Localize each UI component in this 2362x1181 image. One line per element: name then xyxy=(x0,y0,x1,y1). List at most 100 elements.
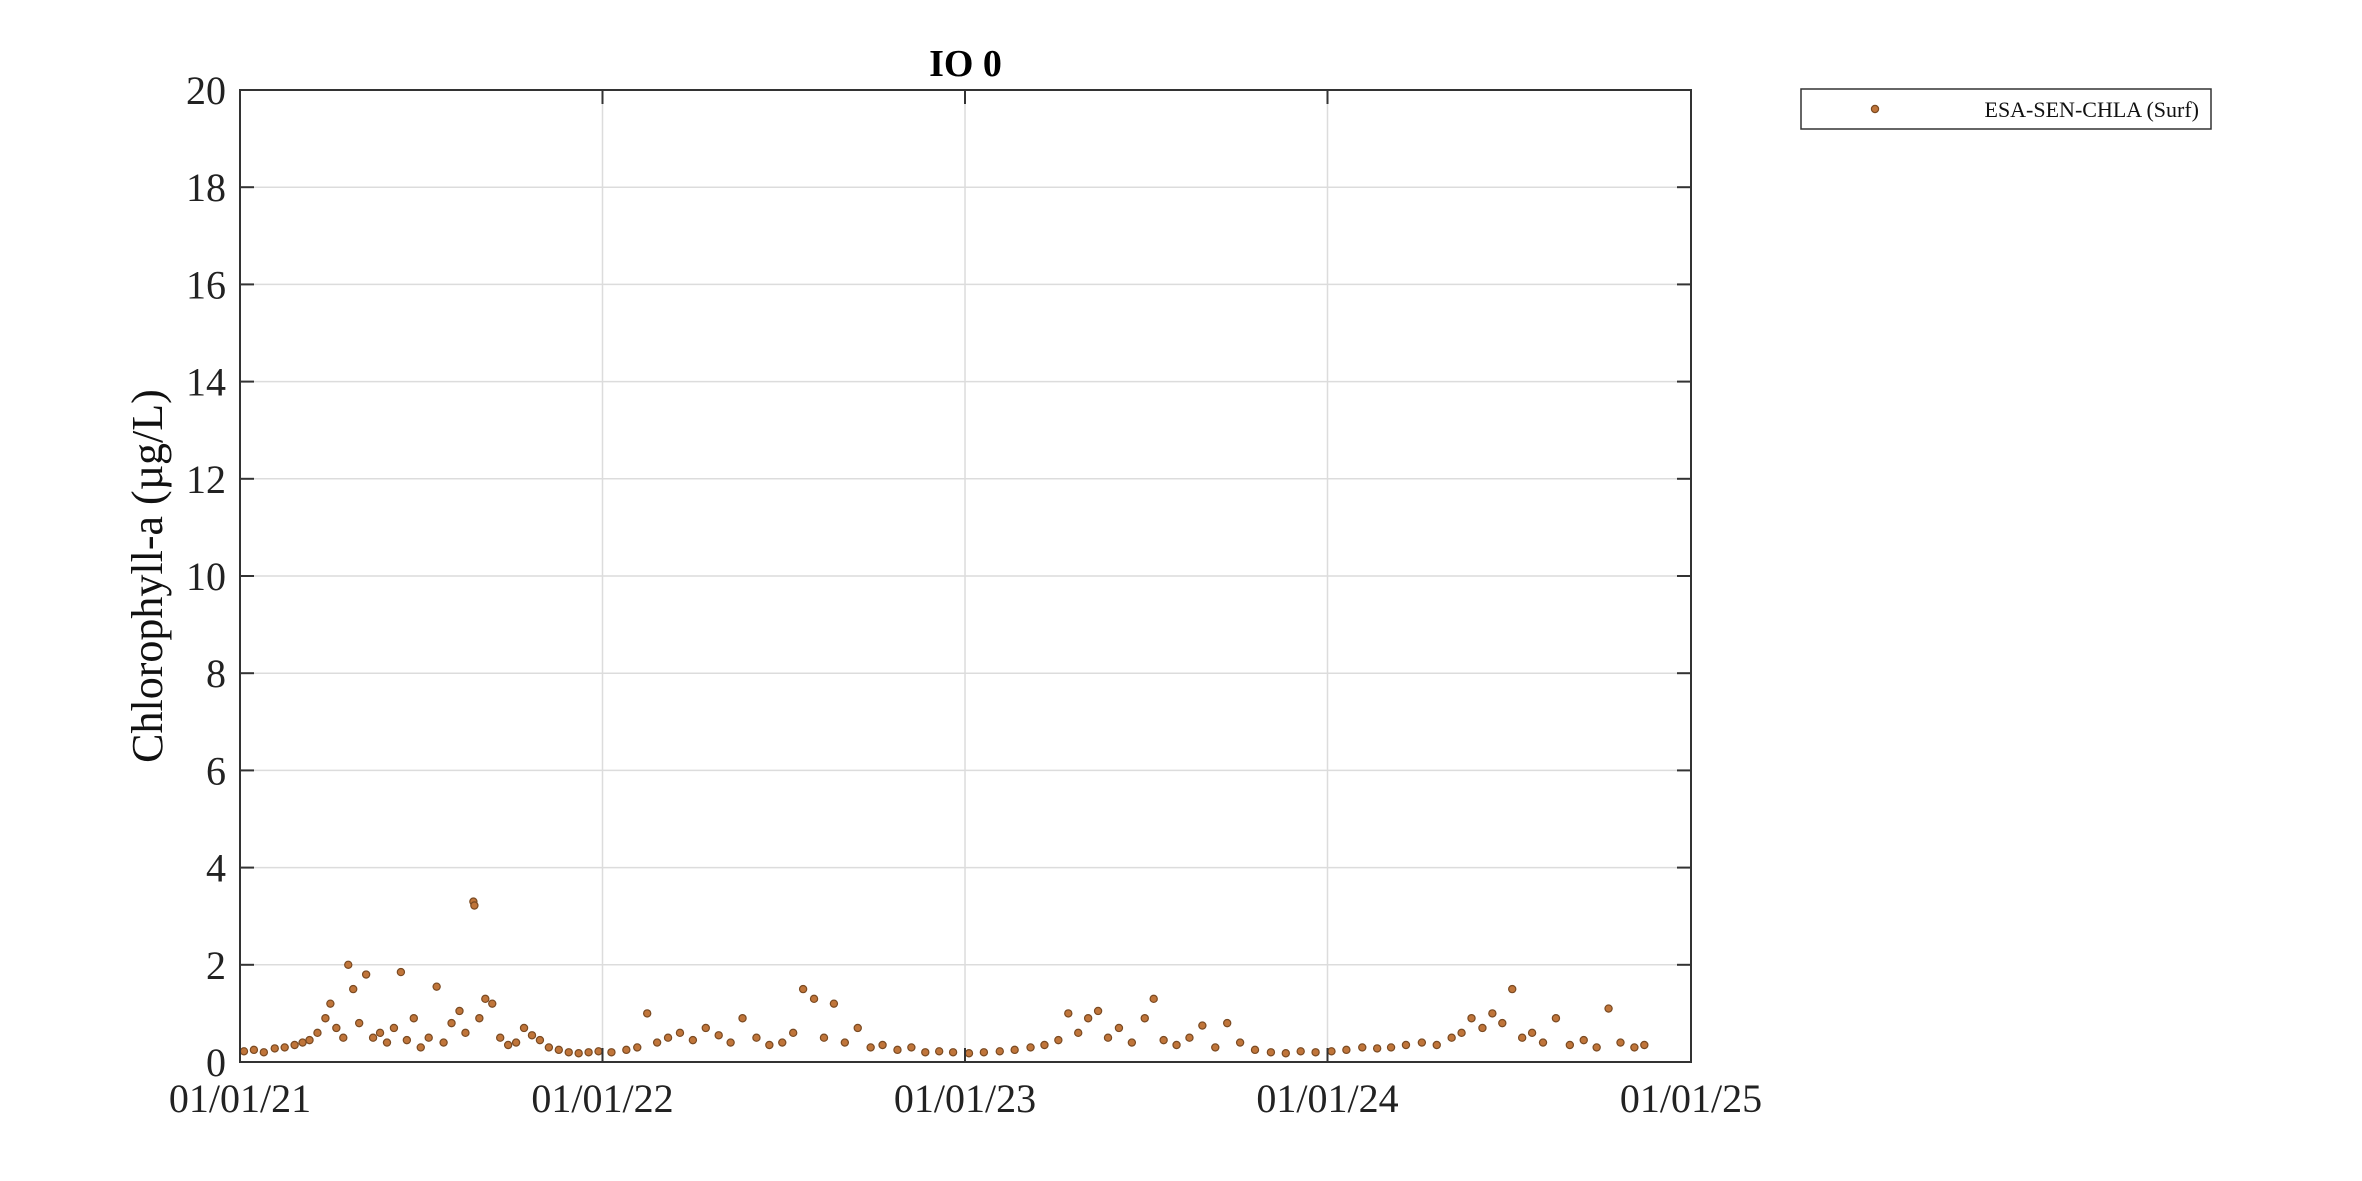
data-point xyxy=(511,1038,521,1047)
y-tick-label: 6 xyxy=(206,748,226,793)
data-point xyxy=(1358,1043,1367,1052)
data-point xyxy=(368,1033,378,1042)
data-point xyxy=(663,1033,673,1042)
data-point xyxy=(907,1043,916,1052)
data-point xyxy=(519,1023,529,1033)
legend-entry-label: ESA-SEN-CHLA (Surf) xyxy=(1985,97,2200,122)
data-point xyxy=(1508,984,1517,994)
data-point xyxy=(382,1038,392,1047)
data-point xyxy=(778,1038,787,1047)
data-point xyxy=(409,1014,419,1023)
x-tick-label: 01/01/23 xyxy=(894,1076,1036,1121)
data-point xyxy=(1417,1038,1427,1047)
y-tick-label: 20 xyxy=(186,68,226,113)
data-point xyxy=(481,994,490,1004)
data-point xyxy=(1640,1040,1649,1050)
data-point xyxy=(1630,1043,1639,1052)
data-point xyxy=(239,1047,249,1056)
data-point xyxy=(1074,1028,1083,1038)
data-point xyxy=(1616,1038,1625,1047)
data-point xyxy=(349,984,358,994)
data-point xyxy=(1592,1043,1601,1052)
data-point xyxy=(321,1014,330,1023)
data-point xyxy=(1159,1035,1168,1045)
data-point xyxy=(1040,1040,1049,1050)
data-point xyxy=(354,1018,364,1028)
data-point xyxy=(270,1044,279,1053)
axes: 0 2 4 6 8 10 12 14 16 18 20 01/01/21 01/01/22 01/01/2… xyxy=(169,68,1762,1121)
data-point xyxy=(1235,1038,1245,1047)
legend-box xyxy=(1800,88,2212,130)
data-point xyxy=(439,1038,448,1047)
y-tick-label: 16 xyxy=(186,262,226,307)
data-point xyxy=(765,1040,774,1050)
data-point xyxy=(1488,1009,1497,1018)
data-point xyxy=(298,1038,307,1047)
data-point xyxy=(840,1038,850,1047)
y-tick-label: 8 xyxy=(206,651,226,696)
x-tick-label: 01/01/24 xyxy=(1256,1076,1398,1121)
data-point xyxy=(1093,1006,1103,1016)
data-point xyxy=(652,1038,662,1047)
data-point xyxy=(878,1040,887,1050)
data-point xyxy=(447,1018,456,1028)
data-point xyxy=(1211,1043,1220,1052)
data-point xyxy=(642,1009,652,1018)
scatter-series-points xyxy=(239,897,1649,1058)
data-point xyxy=(701,1023,710,1033)
data-point xyxy=(1114,1023,1124,1033)
data-point xyxy=(574,1049,583,1058)
data-point xyxy=(527,1031,537,1040)
data-point xyxy=(829,999,839,1008)
data-point xyxy=(738,1014,747,1023)
y-tick-label: 0 xyxy=(206,1040,226,1085)
data-point xyxy=(259,1048,269,1057)
data-point xyxy=(1026,1043,1035,1052)
data-point xyxy=(1467,1014,1476,1023)
data-point xyxy=(1266,1048,1276,1057)
y-tick-label: 14 xyxy=(186,360,226,405)
data-point xyxy=(1604,1004,1613,1013)
x-tick-label: 01/01/22 xyxy=(531,1076,673,1121)
data-point xyxy=(1478,1023,1487,1033)
chart-title: IO 0 xyxy=(929,43,1002,85)
data-point xyxy=(622,1045,631,1055)
data-point xyxy=(798,984,808,994)
data-point xyxy=(375,1028,385,1038)
data-point xyxy=(305,1035,314,1045)
data-point xyxy=(488,999,497,1008)
data-point xyxy=(752,1033,761,1042)
y-axis-label: Chlorophyll-a (µg/L) xyxy=(123,389,172,763)
data-point xyxy=(416,1043,425,1052)
data-point xyxy=(1386,1043,1396,1052)
legend[interactable]: ESA-SEN-CHLA (Surf) xyxy=(1800,88,2212,130)
data-point xyxy=(819,1033,829,1042)
data-point xyxy=(503,1040,513,1050)
data-point xyxy=(455,1006,464,1016)
data-point xyxy=(535,1035,545,1045)
x-tick-label: 01/01/25 xyxy=(1620,1076,1762,1121)
y-tick-label: 10 xyxy=(186,554,226,599)
data-point xyxy=(1457,1028,1466,1038)
data-point xyxy=(1447,1033,1456,1042)
plot-area-frame xyxy=(239,89,1692,1063)
data-point xyxy=(1172,1040,1181,1050)
data-point xyxy=(607,1048,616,1057)
data-point xyxy=(979,1048,989,1057)
data-point xyxy=(544,1043,554,1052)
data-point xyxy=(1185,1033,1194,1042)
data-point xyxy=(809,994,819,1004)
data-point xyxy=(1401,1040,1411,1050)
data-point xyxy=(470,901,479,910)
data-point xyxy=(389,1023,399,1033)
data-point xyxy=(496,1033,505,1042)
data-point xyxy=(1527,1028,1537,1038)
data-point xyxy=(948,1048,958,1057)
data-point xyxy=(1054,1035,1063,1045)
data-point xyxy=(1579,1035,1588,1045)
grid-lines xyxy=(240,90,1691,1062)
data-point xyxy=(564,1048,573,1057)
data-point xyxy=(1083,1014,1093,1023)
